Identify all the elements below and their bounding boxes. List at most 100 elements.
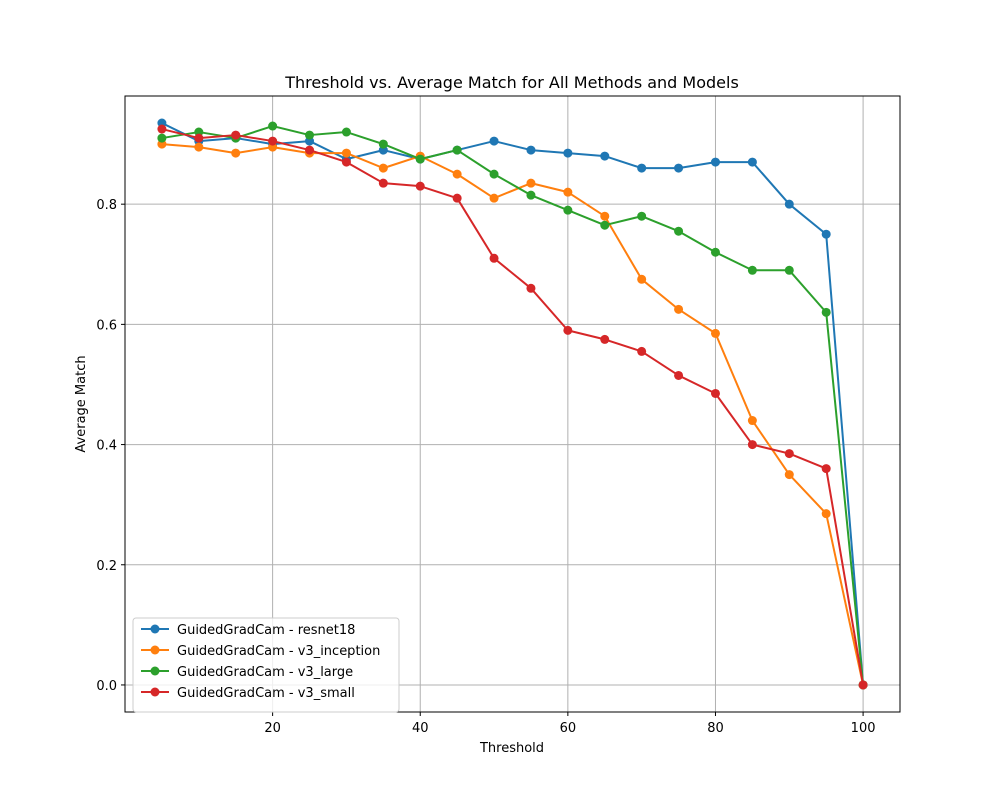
data-point [452, 193, 462, 203]
y-tick-label: 0.0 [96, 679, 117, 694]
y-tick-label: 0.8 [96, 198, 117, 213]
x-axis-label: Threshold [479, 741, 544, 756]
data-point [526, 145, 536, 155]
y-tick-label: 0.2 [96, 559, 117, 574]
data-point [858, 680, 868, 690]
data-point [784, 470, 794, 480]
tick-layer: 20 40 60 80 100 0.0 0.2 0.4 0.6 0.8 [96, 198, 875, 736]
data-point [341, 157, 351, 167]
data-point [747, 440, 757, 450]
data-point [747, 416, 757, 426]
legend-swatch-marker [150, 645, 160, 655]
x-tick-label: 100 [851, 721, 876, 736]
data-point [268, 136, 278, 146]
data-point [489, 253, 499, 263]
data-point [784, 449, 794, 459]
legend-box [132, 617, 400, 713]
data-point [747, 157, 757, 167]
series-3 [157, 121, 868, 690]
data-point [637, 163, 647, 173]
data-point [821, 464, 831, 474]
data-point [231, 148, 241, 158]
data-point [341, 148, 351, 158]
series-line [161, 128, 865, 686]
data-point [268, 121, 278, 131]
data-point [600, 211, 610, 221]
data-point [674, 163, 684, 173]
legend-label: GuidedGradCam - v3_inception [177, 644, 380, 659]
data-point [710, 157, 720, 167]
data-point [157, 133, 167, 143]
data-point [194, 133, 204, 143]
legend-swatch-marker [150, 624, 160, 634]
data-point [784, 199, 794, 209]
data-point [600, 334, 610, 344]
data-point [600, 151, 610, 161]
data-point [821, 509, 831, 519]
legend-swatch-marker [150, 687, 160, 697]
data-point [378, 163, 388, 173]
series-4 [157, 124, 868, 690]
data-point [563, 205, 573, 215]
legend-swatch-marker [150, 666, 160, 676]
data-point [526, 178, 536, 188]
x-tick-label: 40 [412, 721, 429, 736]
legend-label: GuidedGradCam - v3_small [177, 686, 355, 701]
data-point [710, 247, 720, 257]
data-point [489, 193, 499, 203]
plot-area-frame [124, 95, 901, 713]
data-point [231, 130, 241, 140]
data-point [821, 307, 831, 317]
x-tick-label: 20 [264, 721, 281, 736]
data-point [378, 139, 388, 149]
data-point [563, 148, 573, 158]
data-point [452, 169, 462, 179]
data-point [194, 142, 204, 152]
legend-entry: GuidedGradCam - v3_inception [141, 644, 380, 659]
data-point [563, 325, 573, 335]
series-line [161, 122, 865, 686]
data-point [710, 388, 720, 398]
data-point [489, 169, 499, 179]
data-point [489, 136, 499, 146]
data-point [821, 229, 831, 239]
x-tick-label: 60 [560, 721, 577, 736]
data-point [674, 226, 684, 236]
legend-entry: GuidedGradCam - v3_small [141, 686, 355, 701]
data-point [526, 190, 536, 200]
data-point [415, 181, 425, 191]
series-2 [157, 139, 868, 690]
y-axis-label: Average Match [74, 355, 89, 452]
data-point [305, 130, 315, 140]
data-point [526, 283, 536, 293]
data-point [637, 211, 647, 221]
data-point [157, 124, 167, 134]
data-point [674, 304, 684, 314]
series-layer [157, 118, 868, 690]
data-point [600, 220, 610, 230]
data-point [563, 187, 573, 197]
legend-label: GuidedGradCam - v3_large [177, 665, 353, 680]
data-point [747, 265, 757, 275]
data-point [710, 328, 720, 338]
y-tick-label: 0.6 [96, 318, 117, 333]
chart-title: Threshold vs. Average Match for All Meth… [284, 73, 739, 92]
data-point [452, 145, 462, 155]
y-tick-label: 0.4 [96, 439, 117, 454]
series-line [161, 125, 865, 686]
legend-label: GuidedGradCam - resnet18 [177, 623, 355, 638]
data-point [674, 370, 684, 380]
data-point [637, 274, 647, 284]
series-line [161, 143, 865, 686]
legend-entry: GuidedGradCam - v3_large [141, 665, 353, 680]
x-tick-label: 80 [707, 721, 724, 736]
data-point [784, 265, 794, 275]
data-point [305, 145, 315, 155]
legend: GuidedGradCam - resnet18 GuidedGradCam - … [132, 617, 400, 713]
data-point [378, 178, 388, 188]
data-point [341, 127, 351, 137]
data-point [637, 346, 647, 356]
legend-entry: GuidedGradCam - resnet18 [141, 623, 355, 638]
